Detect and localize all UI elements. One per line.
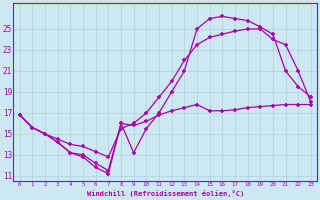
X-axis label: Windchill (Refroidissement éolien,°C): Windchill (Refroidissement éolien,°C) <box>87 190 244 197</box>
